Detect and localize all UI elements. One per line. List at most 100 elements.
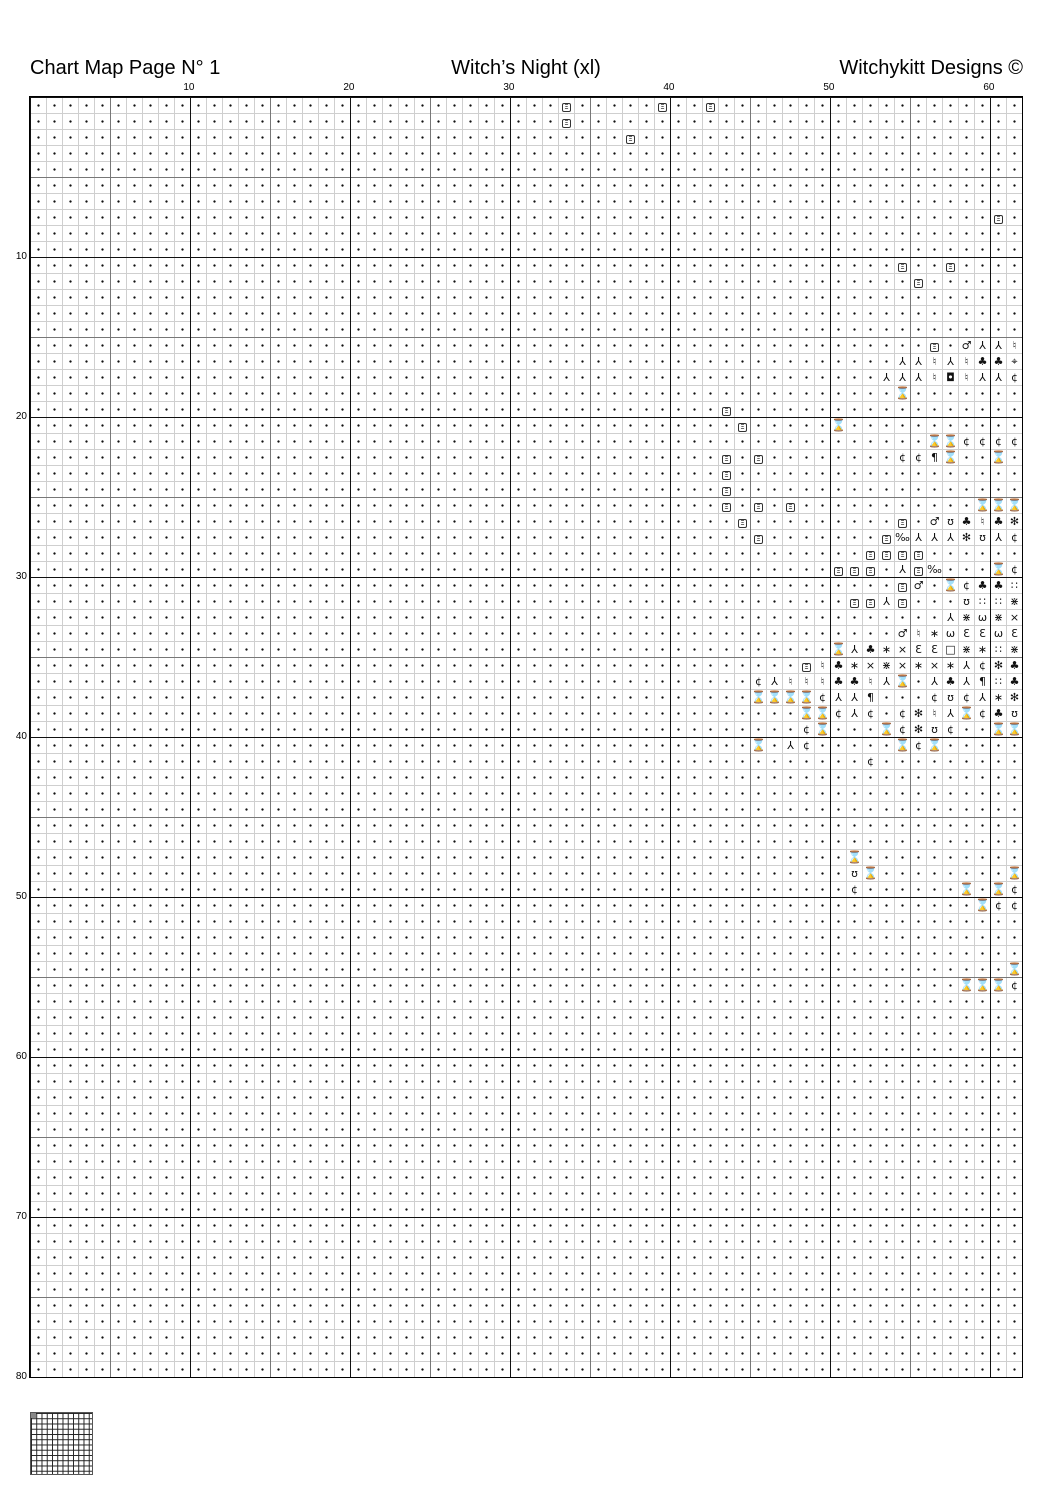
stitch-symbol: ⅄ — [927, 530, 942, 545]
stitch-symbol: ♣ — [991, 706, 1006, 721]
stitch-symbol: ♣ — [847, 674, 862, 689]
stitch-symbol: Ξ — [863, 594, 878, 609]
stitch-symbol: ¢ — [1007, 882, 1022, 897]
stitch-symbol: Ξ — [831, 562, 846, 577]
stitch-symbol: ʊ — [927, 722, 942, 737]
stitch-symbol: Ξ — [623, 130, 638, 145]
stitch-symbol: ⅄ — [927, 674, 942, 689]
stitch-symbol: ¢ — [1007, 530, 1022, 545]
stitch-symbol: ∷ — [991, 674, 1006, 689]
stitch-symbol: × — [1007, 610, 1022, 625]
stitch-symbol: Ξ — [895, 546, 910, 561]
stitch-symbol: ♮ — [815, 674, 830, 689]
stitch-symbol: ⌛ — [799, 690, 814, 705]
stitch-symbol: ♂ — [959, 338, 974, 353]
stitch-symbol: ¢ — [1007, 562, 1022, 577]
stitch-symbol: Ξ — [847, 594, 862, 609]
stitch-symbol: ⌛ — [847, 850, 862, 865]
stitch-symbol: Ξ — [751, 498, 766, 513]
stitch-symbol: ⌛ — [991, 450, 1006, 465]
stitch-symbol: ∷ — [975, 594, 990, 609]
stitch-symbol: ω — [975, 610, 990, 625]
stitch-symbol: Ξ — [751, 530, 766, 545]
stitch-symbol: ¢ — [799, 722, 814, 737]
stitch-symbol: Ɛ — [975, 626, 990, 641]
stitch-symbol: Ξ — [911, 546, 926, 561]
stitch-symbol: ♣ — [943, 674, 958, 689]
stitch-symbol: ⌛ — [991, 562, 1006, 577]
stitch-symbol: ⌛ — [927, 434, 942, 449]
stitch-symbol: Ɛ — [1007, 626, 1022, 641]
stitch-symbol: ¢ — [959, 434, 974, 449]
stitch-symbol: ♮ — [927, 354, 942, 369]
stitch-symbol: ⅄ — [959, 674, 974, 689]
stitch-symbol: ∗ — [879, 642, 894, 657]
stitch-symbol: ⌛ — [783, 690, 798, 705]
stitch-symbol: Ξ — [895, 514, 910, 529]
stitch-symbol: ⌛ — [1007, 962, 1022, 977]
stitch-symbol: Ξ — [735, 514, 750, 529]
stitch-symbol: ♂ — [911, 578, 926, 593]
stitch-symbol: ¶ — [863, 690, 878, 705]
stitch-symbol: ⌛ — [975, 498, 990, 513]
stitch-symbol: ⌛ — [751, 738, 766, 753]
stitch-symbol: ¶ — [975, 674, 990, 689]
stitch-symbol: ʊ — [959, 594, 974, 609]
row-label: 10 — [15, 251, 27, 262]
stitch-symbol: ⅄ — [959, 658, 974, 673]
stitch-symbol: ✻ — [911, 722, 926, 737]
stitch-symbol: Ξ — [879, 546, 894, 561]
stitch-symbol: ⅄ — [991, 370, 1006, 385]
stitch-symbol: ¶ — [927, 450, 942, 465]
stitch-symbol: Ɛ — [959, 626, 974, 641]
stitch-symbol: ⅄ — [879, 594, 894, 609]
stitch-symbol: ♮ — [927, 706, 942, 721]
stitch-symbol: Ɛ — [927, 642, 942, 657]
stitch-symbol: ⌛ — [991, 978, 1006, 993]
stitch-symbol: ⌛ — [927, 738, 942, 753]
stitch-symbol: Ξ — [559, 114, 574, 129]
stitch-symbol: ⅄ — [895, 562, 910, 577]
stitch-symbol: ♮ — [959, 370, 974, 385]
stitch-symbol: ∗ — [943, 658, 958, 673]
stitch-symbol: ⋇ — [991, 610, 1006, 625]
stitch-symbol: ⌛ — [815, 706, 830, 721]
stitch-symbol: ⅄ — [847, 706, 862, 721]
stitch-symbol: ♣ — [831, 674, 846, 689]
stitch-symbol: ♮ — [799, 674, 814, 689]
stitch-symbol: ⌛ — [991, 882, 1006, 897]
stitch-symbol: ✻ — [1007, 514, 1022, 529]
stitch-symbol: ¢ — [1007, 978, 1022, 993]
stitch-symbol: × — [895, 642, 910, 657]
stitch-symbol: ¢ — [815, 690, 830, 705]
stitch-symbol: ⌛ — [975, 898, 990, 913]
stitch-symbol: ‰ — [927, 562, 942, 577]
stitch-chart-grid: Ξ Ξ Ξ Ξ Ξ Ξ Ξ Ξ Ξ Ξ ♂ ⅄ ⅄ ♮ ⅄ ⅄ ♮ ⅄ ♮ ♣ ♣ ⌖ ⅄ ⅄ ⅄ ♮ ◘ ♮ ⅄ ⅄ ¢ ⌛ Ξ Ξ ⌛ ⌛ ⌛ ¢ ¢ ¢… — [29, 96, 1023, 1378]
column-label: 50 — [823, 82, 835, 93]
stitch-symbol: ¢ — [831, 706, 846, 721]
stitch-symbol: ʊ — [975, 530, 990, 545]
stitch-symbol: Ξ — [559, 98, 574, 113]
stitch-symbol: ⌛ — [959, 706, 974, 721]
stitch-symbol: ¢ — [927, 690, 942, 705]
stitch-symbol: ⌖ — [1007, 354, 1022, 369]
stitch-symbol: ¢ — [799, 738, 814, 753]
stitch-symbol: Ξ — [719, 482, 734, 497]
stitch-symbol: ∗ — [847, 658, 862, 673]
stitch-symbol: ⌛ — [943, 578, 958, 593]
row-label: 20 — [15, 411, 27, 422]
stitch-symbol: × — [927, 658, 942, 673]
stitch-symbol: ♣ — [991, 354, 1006, 369]
pattern-title: Witch’s Night (xl) — [451, 57, 601, 79]
stitch-symbol: ⌛ — [895, 386, 910, 401]
stitch-symbol: ∗ — [991, 690, 1006, 705]
stitch-symbol: ♣ — [1007, 658, 1022, 673]
stitch-symbol: ¢ — [975, 434, 990, 449]
stitch-symbol: ⅄ — [975, 370, 990, 385]
stitch-symbol: ⌛ — [831, 418, 846, 433]
stitch-symbol: ♂ — [895, 626, 910, 641]
stitch-symbol: ⌛ — [799, 706, 814, 721]
stitch-symbol: ⌛ — [895, 674, 910, 689]
stitch-symbol: ⌛ — [943, 434, 958, 449]
stitch-symbol: Ξ — [991, 210, 1006, 225]
